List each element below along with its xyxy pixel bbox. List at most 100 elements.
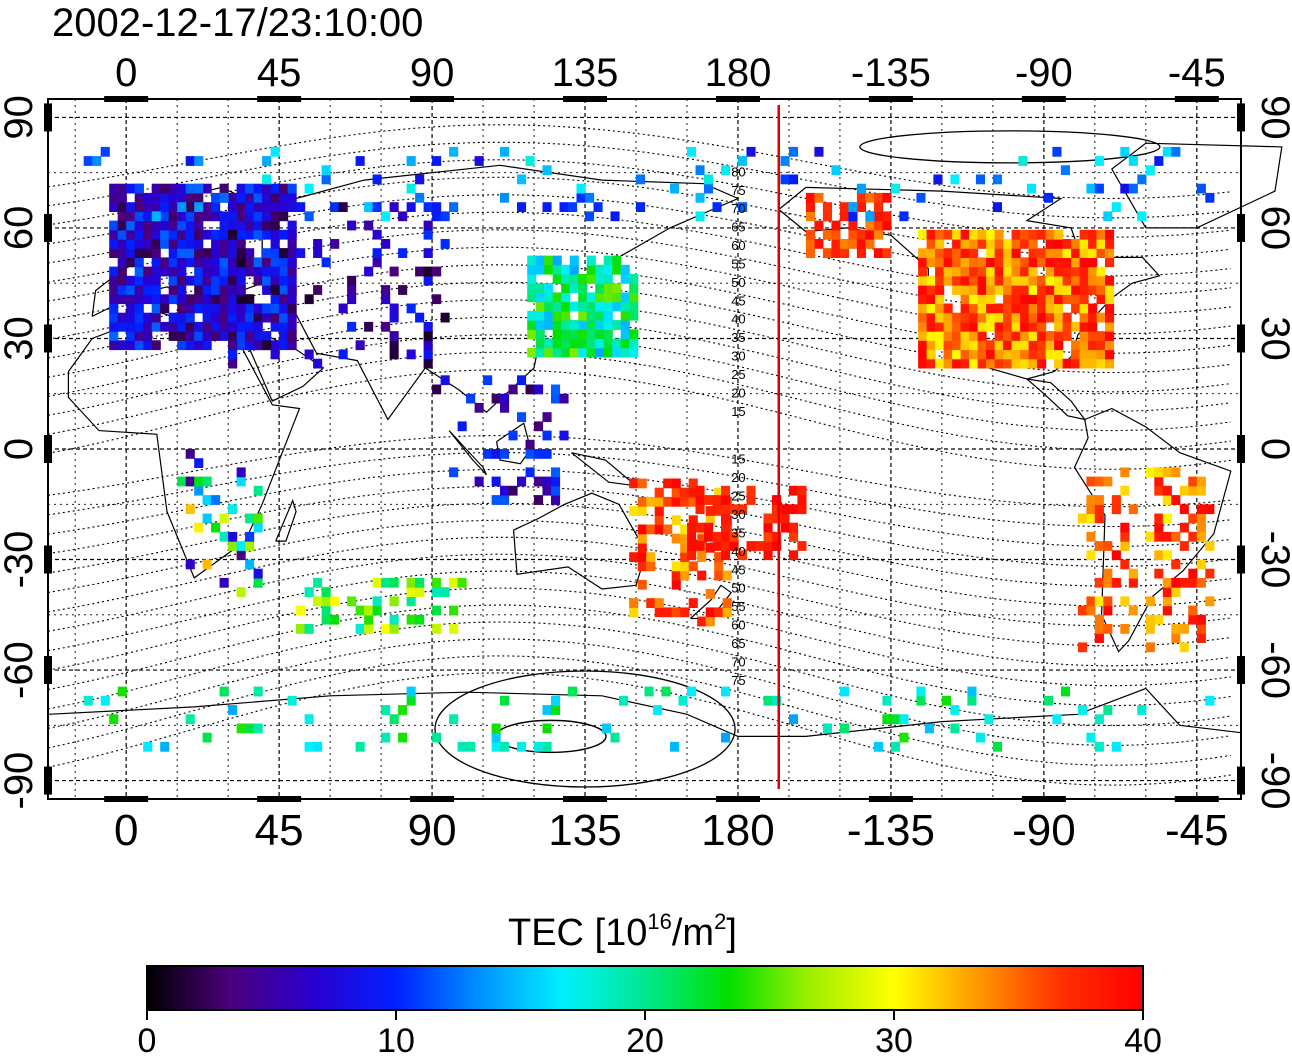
tec-cell	[899, 732, 909, 743]
tec-cell	[646, 552, 656, 562]
tec-cell	[1043, 192, 1053, 203]
tec-cell	[1103, 605, 1113, 616]
contour-label-south: 40	[731, 544, 745, 559]
tec-cell	[423, 220, 433, 231]
tec-cell	[143, 294, 153, 305]
tec-cell	[527, 274, 537, 284]
tec-cell	[177, 303, 187, 314]
tec-cell	[1088, 340, 1098, 351]
tec-cell	[780, 504, 790, 515]
y-tick-label-left: -90	[0, 752, 41, 810]
tec-cell	[712, 531, 722, 542]
tec-cell	[219, 312, 229, 323]
frame-tick-bottom	[868, 796, 913, 802]
tec-cell	[1071, 340, 1081, 351]
tec-cell	[680, 607, 690, 618]
tec-cell	[381, 705, 391, 715]
contour-north	[47, 141, 1231, 219]
tec-cell	[117, 220, 127, 231]
tec-cell	[177, 294, 187, 305]
tec-cell	[977, 239, 987, 249]
tec-cell	[109, 294, 119, 305]
tec-cell	[544, 292, 554, 303]
tec-cell	[578, 329, 588, 340]
tec-cell	[637, 533, 647, 544]
tec-cell	[926, 257, 936, 268]
tec-cell	[219, 577, 229, 588]
tec-cell	[1045, 303, 1055, 314]
tec-cell	[109, 266, 119, 277]
tec-cell	[1094, 624, 1104, 634]
tec-cell	[746, 485, 756, 496]
frame-tick-bottom	[563, 796, 608, 802]
tec-cell	[636, 202, 646, 212]
contour-north	[47, 334, 1231, 432]
tec-cell	[491, 741, 501, 752]
tec-cell	[1026, 183, 1036, 194]
tec-cell	[270, 340, 280, 351]
tec-cell	[559, 430, 569, 441]
tec-cell	[202, 559, 212, 570]
tec-cell	[1154, 531, 1164, 542]
tec-cell	[1179, 541, 1189, 551]
tec-cell	[688, 561, 698, 572]
tec-cell	[1028, 321, 1038, 332]
tec-cell	[109, 248, 119, 258]
tec-cell	[389, 303, 399, 314]
tec-cell	[1196, 633, 1206, 643]
tec-cell	[202, 331, 212, 341]
tec-cell	[304, 587, 314, 597]
tec-cell	[262, 303, 272, 314]
tec-cell	[1020, 349, 1030, 360]
map-panel: 8075706560555045403530252015152025303540…	[44, 96, 1283, 802]
tec-cell	[967, 686, 977, 697]
tec-cell	[423, 349, 433, 360]
tec-cell	[1111, 504, 1121, 515]
frame-tick-top	[868, 96, 913, 102]
tec-cell	[552, 329, 562, 340]
tec-cell	[534, 421, 544, 432]
tec-cell	[848, 229, 858, 240]
tec-cell	[219, 686, 229, 697]
tec-cell	[612, 255, 622, 266]
tec-cell	[661, 686, 671, 697]
tec-cell	[612, 347, 622, 358]
tec-cell	[671, 487, 681, 498]
tec-cell	[1096, 266, 1106, 277]
tec-cell	[185, 192, 195, 203]
tec-cell	[296, 605, 306, 616]
tec-cell	[143, 275, 153, 286]
tec-cell	[372, 174, 382, 185]
tec-cell	[780, 174, 790, 185]
tec-cell	[449, 605, 459, 616]
tec-cell	[1179, 504, 1189, 515]
tec-cell	[381, 211, 391, 222]
tec-cell	[637, 552, 647, 562]
tec-cell	[534, 384, 544, 395]
tec-cell	[551, 467, 561, 478]
tec-cell	[943, 331, 953, 341]
tec-cell	[986, 266, 996, 277]
tec-cell	[1120, 146, 1130, 157]
tec-cell	[671, 570, 681, 581]
tec-cell	[211, 257, 221, 268]
tec-cell	[882, 220, 892, 231]
tec-cell	[517, 202, 527, 212]
tec-cell	[236, 285, 246, 295]
tec-cell	[926, 294, 936, 305]
tec-cell	[134, 248, 144, 258]
tec-cell	[1054, 358, 1064, 369]
tec-cell	[576, 183, 586, 194]
frame-tick-left	[44, 766, 52, 795]
tec-cell	[517, 741, 527, 752]
tec-cell	[671, 579, 681, 590]
tec-cell	[918, 248, 928, 258]
tec-cell	[746, 541, 756, 551]
tec-cell	[143, 202, 153, 212]
tec-cell	[805, 248, 815, 258]
tec-cell	[304, 211, 314, 222]
tec-cell	[211, 285, 221, 295]
tec-cell	[952, 229, 962, 240]
tec-cell	[508, 384, 518, 395]
